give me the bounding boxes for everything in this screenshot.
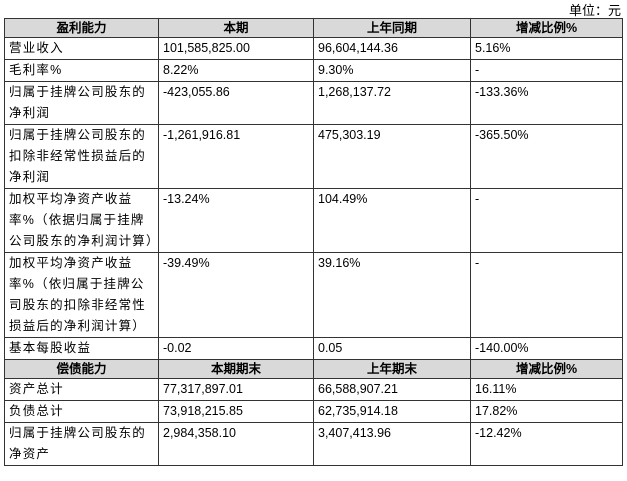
data-row: 归属于挂牌公司股东的扣除非经常性损益后的净利润 -1,261,916.81 475,… <box>4 124 623 189</box>
column-header: 本期 <box>158 18 314 38</box>
column-header: 上年期末 <box>313 359 471 379</box>
cell-value: -365.50% <box>470 124 623 189</box>
cell-value: - <box>470 59 623 82</box>
row-label: 营业收入 <box>4 37 159 60</box>
cell-value: 101,585,825.00 <box>158 37 314 60</box>
data-row: 加权平均净资产收益率%（依归属于挂牌公司股东的扣除非经常性损益后的净利润计算） -… <box>4 252 623 338</box>
cell-value: 9.30% <box>313 59 471 82</box>
unit-label: 单位：元 <box>568 4 621 19</box>
cell-value: 475,303.19 <box>313 124 471 189</box>
column-header: 增减比例% <box>470 359 623 379</box>
row-label: 归属于挂牌公司股东的扣除非经常性损益后的净利润 <box>4 124 159 189</box>
data-row: 加权平均净资产收益率%（依据归属于挂牌公司股东的净利润计算） -13.24% 104… <box>4 188 623 253</box>
row-label: 毛利率% <box>4 59 159 82</box>
cell-value: -423,055.86 <box>158 81 314 125</box>
cell-value: -12.42% <box>470 422 623 466</box>
cell-value: -1,261,916.81 <box>158 124 314 189</box>
row-label: 加权平均净资产收益率%（依据归属于挂牌公司股东的净利润计算） <box>4 188 159 253</box>
cell-value: - <box>470 252 623 338</box>
cell-value: -140.00% <box>470 337 623 360</box>
row-label: 加权平均净资产收益率%（依归属于挂牌公司股东的扣除非经常性损益后的净利润计算） <box>4 252 159 338</box>
column-header: 盈利能力 <box>4 18 159 38</box>
cell-value: -39.49% <box>158 252 314 338</box>
row-label: 归属于挂牌公司股东的净利润 <box>4 81 159 125</box>
row-label: 基本每股收益 <box>4 337 159 360</box>
cell-value: -13.24% <box>158 188 314 253</box>
column-header: 偿债能力 <box>4 359 159 379</box>
cell-value: 0.05 <box>313 337 471 360</box>
cell-value: 1,268,137.72 <box>313 81 471 125</box>
cell-value: 16.11% <box>470 378 623 401</box>
cell-value: -0.02 <box>158 337 314 360</box>
column-header: 本期期末 <box>158 359 314 379</box>
cell-value: 8.22% <box>158 59 314 82</box>
cell-value: 62,735,914.18 <box>313 400 471 423</box>
cell-value: - <box>470 188 623 253</box>
cell-value: 5.16% <box>470 37 623 60</box>
header-row: 盈利能力 本期 上年同期 增减比例% <box>4 18 623 38</box>
data-row: 基本每股收益 -0.02 0.05 -140.00% <box>4 337 623 360</box>
data-row: 毛利率% 8.22% 9.30% - <box>4 59 623 82</box>
cell-value: 2,984,358.10 <box>158 422 314 466</box>
column-header: 上年同期 <box>313 18 471 38</box>
header-row: 偿债能力 本期期末 上年期末 增减比例% <box>4 359 623 379</box>
cell-value: 3,407,413.96 <box>313 422 471 466</box>
row-label: 归属于挂牌公司股东的净资产 <box>4 422 159 466</box>
data-row: 归属于挂牌公司股东的净利润 -423,055.86 1,268,137.72 -133… <box>4 81 623 125</box>
cell-value: 73,918,215.85 <box>158 400 314 423</box>
data-row: 归属于挂牌公司股东的净资产 2,984,358.10 3,407,413.96 -12… <box>4 422 623 466</box>
column-header: 增减比例% <box>470 18 623 38</box>
cell-value: 17.82% <box>470 400 623 423</box>
data-row: 负债总计 73,918,215.85 62,735,914.18 17.82% <box>4 400 623 423</box>
row-label: 资产总计 <box>4 378 159 401</box>
cell-value: 104.49% <box>313 188 471 253</box>
data-row: 资产总计 77,317,897.01 66,588,907.21 16.11% <box>4 378 623 401</box>
cell-value: 77,317,897.01 <box>158 378 314 401</box>
cell-value: 39.16% <box>313 252 471 338</box>
cell-value: 66,588,907.21 <box>313 378 471 401</box>
financial-table: 盈利能力 本期 上年同期 增减比例% 营业收入 101,585,825.00 96,604,… <box>4 18 623 466</box>
cell-value: 96,604,144.36 <box>313 37 471 60</box>
data-row: 营业收入 101,585,825.00 96,604,144.36 5.16% <box>4 37 623 60</box>
row-label: 负债总计 <box>4 400 159 423</box>
cell-value: -133.36% <box>470 81 623 125</box>
